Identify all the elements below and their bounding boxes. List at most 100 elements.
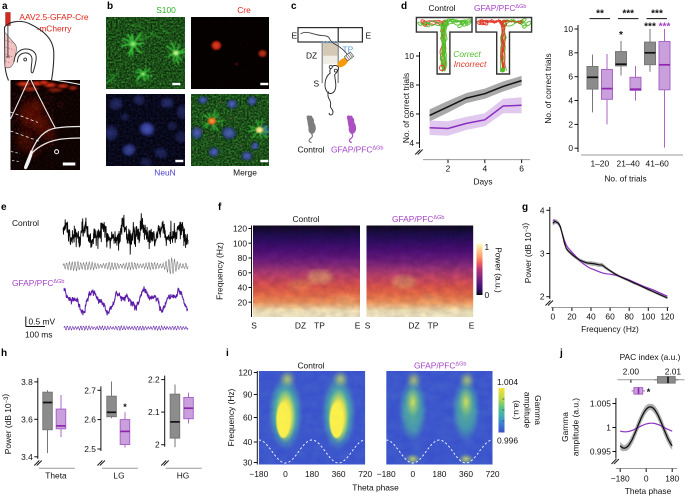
- svg-text:0: 0: [568, 143, 573, 153]
- svg-text:S: S: [251, 321, 257, 331]
- svg-text:***: ***: [622, 9, 634, 20]
- svg-text:Control: Control: [298, 361, 325, 371]
- svg-text:3.4: 3.4: [21, 452, 33, 462]
- svg-text:2.00: 2.00: [623, 367, 640, 377]
- svg-text:0: 0: [485, 290, 490, 300]
- svg-text:*: *: [123, 402, 127, 412]
- svg-text:e: e: [1, 202, 7, 213]
- svg-text:8: 8: [409, 80, 414, 90]
- svg-text:HG: HG: [177, 471, 190, 481]
- svg-text:120: 120: [660, 312, 674, 322]
- svg-text:Cre: Cre: [237, 5, 251, 15]
- svg-text:60: 60: [605, 312, 615, 322]
- svg-text:TP: TP: [428, 321, 439, 331]
- svg-text:2: 2: [446, 164, 451, 174]
- svg-text:100 ms: 100 ms: [25, 330, 52, 340]
- svg-text:No. of correct trials: No. of correct trials: [401, 73, 411, 143]
- svg-text:g: g: [522, 202, 528, 213]
- svg-text:1: 1: [485, 242, 490, 252]
- svg-text:2.1: 2.1: [148, 407, 160, 417]
- svg-text:2.5: 2.5: [84, 444, 96, 454]
- svg-text:100: 100: [641, 312, 655, 322]
- svg-text:1.005: 1.005: [590, 399, 611, 409]
- svg-text:100: 100: [233, 238, 247, 248]
- svg-text:Theta phase: Theta phase: [352, 483, 399, 493]
- svg-text:-mCherry: -mCherry: [37, 24, 73, 34]
- svg-text:Correct: Correct: [453, 49, 481, 59]
- svg-text:Control: Control: [298, 145, 325, 155]
- svg-text:Theta: Theta: [45, 471, 67, 481]
- svg-text:Gammaamplitude(a.u.): Gammaamplitude(a.u.): [512, 392, 543, 429]
- svg-text:60: 60: [238, 268, 248, 278]
- svg-text:j: j: [559, 348, 563, 359]
- svg-text:3.6: 3.6: [21, 414, 33, 424]
- svg-text:Theta phase: Theta phase: [625, 486, 672, 496]
- svg-text:a: a: [2, 1, 8, 12]
- svg-text:1: 1: [606, 423, 611, 433]
- svg-text:2.2: 2.2: [148, 375, 160, 385]
- svg-text:180: 180: [665, 474, 679, 484]
- svg-text:d: d: [401, 1, 407, 12]
- svg-text:f: f: [218, 202, 222, 213]
- svg-text:TP: TP: [314, 321, 325, 331]
- svg-text:4: 4: [540, 205, 545, 215]
- svg-text:0.995: 0.995: [590, 447, 611, 457]
- svg-text:0.5 mV: 0.5 mV: [29, 317, 56, 327]
- svg-text:20: 20: [238, 297, 248, 307]
- svg-text:6: 6: [409, 109, 414, 119]
- svg-text:40: 40: [243, 437, 253, 447]
- svg-text:Frequency (Hz): Frequency (Hz): [215, 242, 225, 300]
- svg-text:90: 90: [243, 390, 253, 400]
- svg-text:10: 10: [564, 24, 574, 34]
- svg-text:Incorrect: Incorrect: [454, 59, 487, 69]
- svg-text:Gammaamplitude (a.u.): Gammaamplitude (a.u.): [560, 398, 581, 456]
- svg-text:*: *: [619, 30, 623, 41]
- svg-text:i: i: [226, 348, 229, 359]
- svg-text:Power (a.u.): Power (a.u.): [494, 247, 504, 293]
- svg-text:***: ***: [651, 9, 663, 20]
- svg-text:2.01: 2.01: [665, 367, 682, 377]
- svg-text:S100: S100: [156, 5, 176, 15]
- svg-text:E: E: [366, 31, 372, 41]
- svg-text:E: E: [355, 321, 361, 331]
- svg-text:Days: Days: [473, 177, 492, 187]
- svg-text:0: 0: [410, 469, 415, 479]
- svg-text:NeuN: NeuN: [154, 168, 175, 178]
- svg-text:41–60: 41–60: [646, 159, 670, 169]
- svg-text:0: 0: [644, 474, 649, 484]
- svg-text:***: ***: [659, 22, 671, 33]
- svg-text:GFAP/PFCΔGb: GFAP/PFCΔGb: [392, 214, 444, 224]
- svg-text:TP: TP: [343, 45, 354, 55]
- svg-text:2: 2: [568, 119, 573, 129]
- svg-text:AAV2.5-GFAP-Cre: AAV2.5-GFAP-Cre: [19, 12, 89, 22]
- svg-text:6: 6: [519, 164, 524, 174]
- svg-text:10: 10: [405, 51, 415, 61]
- svg-text:E: E: [469, 321, 475, 331]
- svg-text:Frequency (Hz): Frequency (Hz): [226, 388, 236, 446]
- svg-text:1–20: 1–20: [590, 159, 609, 169]
- svg-text:40: 40: [586, 312, 596, 322]
- svg-text:Control: Control: [12, 218, 39, 228]
- svg-text:PAC index (a.u.): PAC index (a.u.): [620, 352, 681, 362]
- svg-text:30: 30: [243, 458, 253, 468]
- svg-text:Power (dB 10−3): Power (dB 10−3): [0, 394, 13, 455]
- svg-text:DZ: DZ: [306, 51, 317, 61]
- svg-text:8: 8: [568, 48, 573, 58]
- svg-text:E: E: [292, 31, 298, 41]
- svg-text:*: *: [647, 387, 651, 398]
- svg-text:60: 60: [243, 413, 253, 423]
- svg-text:6: 6: [568, 72, 573, 82]
- svg-text:Merge: Merge: [233, 168, 257, 178]
- svg-text:c: c: [291, 1, 297, 12]
- svg-text:2.6: 2.6: [84, 415, 96, 425]
- svg-text:720: 720: [486, 469, 500, 479]
- svg-text:4: 4: [409, 138, 414, 148]
- svg-text:0.996: 0.996: [497, 436, 518, 446]
- svg-text:80: 80: [625, 312, 635, 322]
- svg-text:Control: Control: [429, 3, 456, 13]
- svg-text:GFAP/PFCΔGb: GFAP/PFCΔGb: [414, 361, 466, 371]
- svg-text:**: **: [596, 9, 604, 20]
- svg-text:GFAP/PFCΔGb: GFAP/PFCΔGb: [474, 3, 526, 13]
- svg-text:180: 180: [305, 469, 319, 479]
- svg-text:0: 0: [550, 312, 555, 322]
